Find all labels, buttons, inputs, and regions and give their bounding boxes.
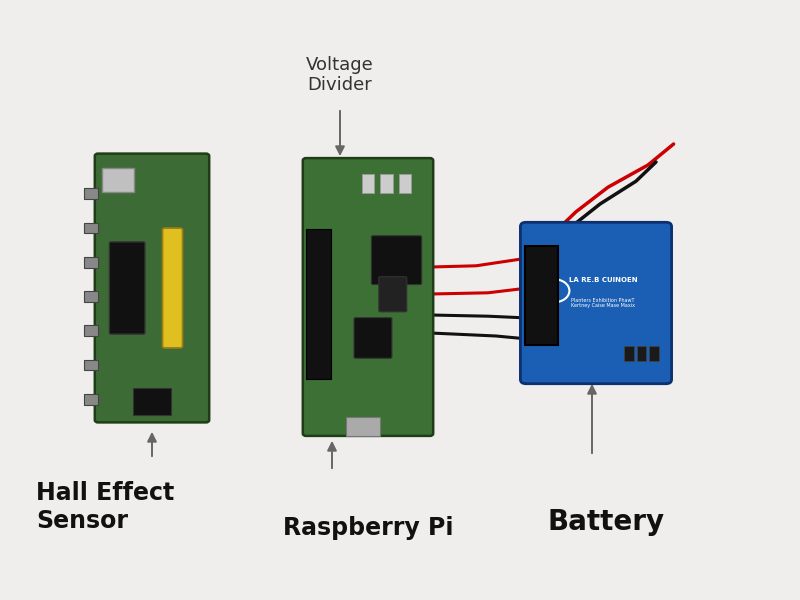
Bar — [399, 174, 411, 193]
Text: Planters Exhibition PhawT
Kertney Caise Mase Maxix: Planters Exhibition PhawT Kertney Caise … — [571, 298, 635, 308]
Bar — [306, 229, 331, 379]
FancyBboxPatch shape — [379, 277, 407, 312]
Text: Raspberry Pi: Raspberry Pi — [282, 516, 454, 540]
Bar — [346, 417, 381, 436]
Bar — [637, 346, 646, 361]
Bar — [83, 188, 98, 199]
FancyBboxPatch shape — [94, 154, 210, 422]
Text: LA RE.B CUINOEN: LA RE.B CUINOEN — [569, 277, 638, 283]
Bar — [133, 388, 171, 415]
FancyBboxPatch shape — [302, 158, 434, 436]
FancyBboxPatch shape — [354, 317, 392, 358]
Bar — [525, 246, 558, 345]
FancyBboxPatch shape — [371, 236, 422, 284]
Bar — [83, 257, 98, 268]
Text: Voltage
Divider: Voltage Divider — [306, 56, 374, 94]
Bar — [381, 174, 393, 193]
Bar — [83, 291, 98, 302]
Text: Battery: Battery — [548, 508, 665, 536]
Bar — [362, 174, 374, 193]
Bar — [650, 346, 659, 361]
Bar — [83, 394, 98, 405]
Text: Hall Effect
Sensor: Hall Effect Sensor — [36, 481, 174, 533]
Bar — [624, 346, 634, 361]
FancyBboxPatch shape — [110, 242, 145, 334]
Bar — [83, 359, 98, 370]
Bar — [83, 325, 98, 336]
FancyBboxPatch shape — [162, 228, 182, 348]
Bar — [83, 223, 98, 233]
Bar — [102, 168, 134, 192]
FancyBboxPatch shape — [520, 222, 671, 384]
